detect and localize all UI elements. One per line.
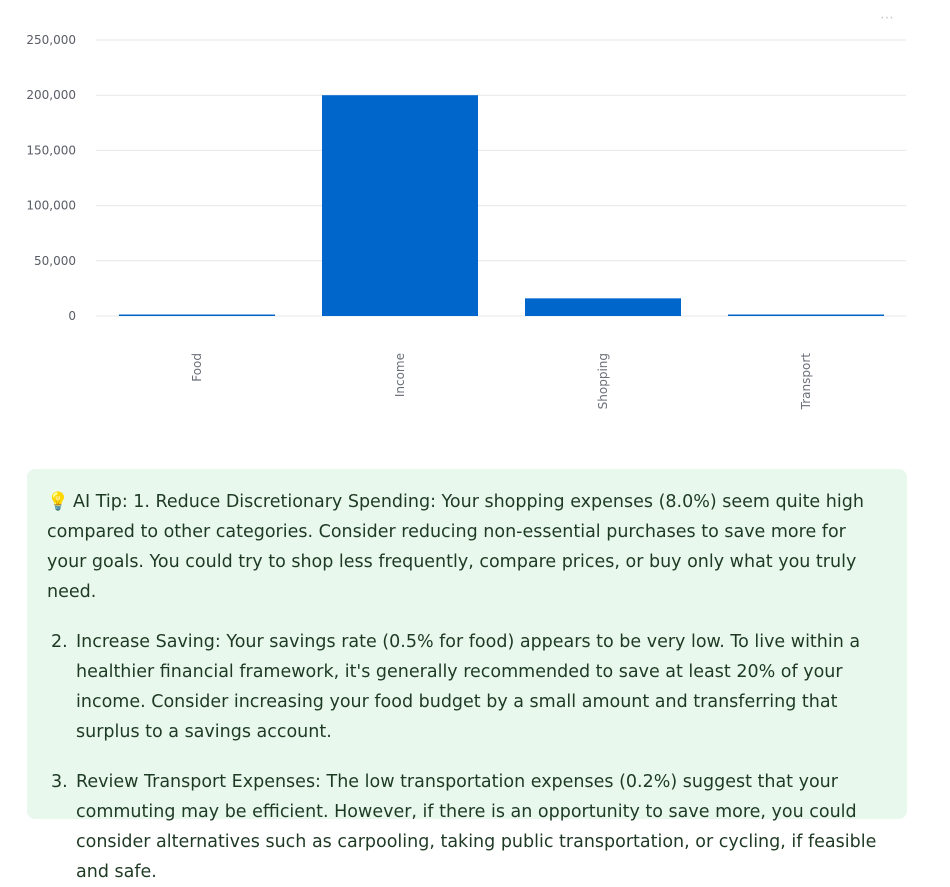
x-tick-label: Income xyxy=(393,353,407,397)
tip-item-number: 2. xyxy=(51,632,68,652)
tip-list-item: 2. Increase Saving: Your savings rate (0… xyxy=(47,627,887,747)
bar-food[interactable] xyxy=(119,314,275,317)
y-tick-label: 0 xyxy=(68,309,76,323)
x-tick-label: Food xyxy=(190,353,204,382)
ai-tip-box: 💡 AI Tip: 1. Reduce Discretionary Spendin… xyxy=(27,469,907,882)
bar-shopping[interactable] xyxy=(525,298,681,316)
x-axis-labels: Food Income Shopping Transport xyxy=(190,353,813,411)
y-axis-ticks: 0 50,000 100,000 150,000 200,000 250,000 xyxy=(26,33,76,323)
bar-income[interactable] xyxy=(322,95,478,316)
y-tick-label: 250,000 xyxy=(26,33,76,47)
x-tick-label: Transport xyxy=(799,353,813,411)
bars xyxy=(119,95,884,316)
tip-list-item: 3. Review Transport Expenses: The low tr… xyxy=(47,767,887,887)
y-tick-label: 150,000 xyxy=(26,143,76,157)
tip-item-text: Review Transport Expenses: The low trans… xyxy=(76,772,877,882)
more-options-icon[interactable]: ⋯ xyxy=(880,9,895,25)
x-tick-label: Shopping xyxy=(596,353,610,409)
y-tick-label: 200,000 xyxy=(26,88,76,102)
tip-item-number: 3. xyxy=(51,772,68,792)
bar-chart-svg: 0 50,000 100,000 150,000 200,000 250,000 Food… xyxy=(26,33,906,411)
bar-transport[interactable] xyxy=(728,314,884,317)
tip-list: 2. Increase Saving: Your savings rate (0… xyxy=(47,627,887,887)
bar-chart: 0 50,000 100,000 150,000 200,000 250,000 Food… xyxy=(26,9,906,411)
gridlines xyxy=(96,39,906,317)
lightbulb-icon: 💡 xyxy=(47,492,69,512)
tip-intro-line: 💡 AI Tip: 1. Reduce Discretionary Spendin… xyxy=(47,487,887,607)
y-tick-label: 100,000 xyxy=(26,199,76,213)
tip-intro-text: AI Tip: 1. Reduce Discretionary Spending… xyxy=(47,492,864,602)
tip-item-text: Increase Saving: Your savings rate (0.5%… xyxy=(76,632,861,742)
y-tick-label: 50,000 xyxy=(34,254,76,268)
